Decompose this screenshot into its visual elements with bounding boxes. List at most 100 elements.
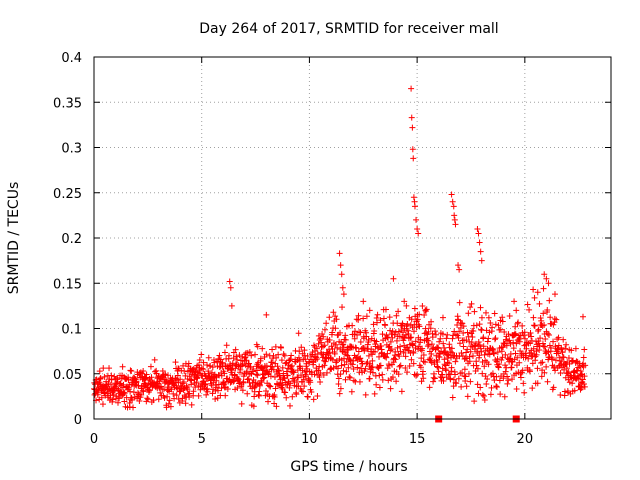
data-point	[542, 350, 549, 357]
data-point	[350, 365, 357, 372]
data-point	[371, 327, 378, 334]
data-point	[182, 400, 189, 407]
data-point	[502, 362, 509, 369]
data-point	[415, 230, 422, 237]
data-point	[333, 316, 340, 323]
data-point	[582, 362, 589, 369]
data-point	[125, 377, 132, 384]
data-point	[403, 302, 410, 309]
data-point	[485, 335, 492, 342]
data-point	[212, 396, 219, 403]
data-point	[421, 311, 428, 318]
data-point	[558, 358, 565, 365]
data-point	[279, 364, 286, 371]
data-point	[337, 385, 344, 392]
data-point	[243, 357, 250, 364]
data-point	[380, 315, 387, 322]
data-point	[234, 385, 241, 392]
data-point	[550, 338, 557, 345]
data-point	[491, 336, 498, 343]
data-point	[387, 385, 394, 392]
data-point	[159, 368, 166, 375]
data-point	[462, 373, 469, 380]
data-point	[120, 389, 127, 396]
data-point	[279, 385, 286, 392]
data-point	[378, 342, 385, 349]
data-point	[392, 356, 399, 363]
data-point	[224, 385, 231, 392]
data-point	[366, 307, 373, 314]
data-point	[395, 371, 402, 378]
data-point	[565, 354, 572, 361]
data-point	[494, 349, 501, 356]
data-point	[179, 380, 186, 387]
data-point	[408, 316, 415, 323]
y-tick-label: 0.05	[53, 368, 82, 383]
data-point	[151, 356, 158, 363]
data-point	[521, 342, 528, 349]
data-point	[397, 362, 404, 369]
data-point	[469, 334, 476, 341]
data-point	[265, 382, 272, 389]
data-point	[531, 322, 538, 329]
data-point	[563, 341, 570, 348]
data-point	[221, 379, 228, 386]
data-point	[286, 384, 293, 391]
data-point	[410, 194, 417, 201]
data-point	[332, 325, 339, 332]
data-point	[127, 388, 134, 395]
data-point	[100, 365, 107, 372]
data-point	[358, 369, 365, 376]
data-point	[536, 342, 543, 349]
data-point	[576, 362, 583, 369]
data-point	[509, 376, 516, 383]
data-point	[280, 370, 287, 377]
data-point	[463, 349, 470, 356]
data-point	[216, 352, 223, 359]
data-point	[93, 376, 100, 383]
data-point	[140, 388, 147, 395]
data-point	[418, 355, 425, 362]
data-point	[453, 380, 460, 387]
data-point	[365, 352, 372, 359]
data-point	[409, 146, 416, 153]
data-point	[320, 333, 327, 340]
data-point	[428, 318, 435, 325]
data-point	[579, 313, 586, 320]
data-point	[454, 322, 461, 329]
data-point	[436, 338, 443, 345]
data-point	[523, 345, 530, 352]
data-point	[310, 396, 317, 403]
data-point	[342, 376, 349, 383]
data-point	[200, 359, 207, 366]
data-point	[347, 374, 354, 381]
data-point	[516, 338, 523, 345]
data-point	[476, 239, 483, 246]
data-point	[408, 114, 415, 121]
data-point	[238, 400, 245, 407]
x-axis-label: GPS time / hours	[290, 459, 407, 475]
data-point	[269, 346, 276, 353]
data-point	[218, 385, 225, 392]
chart-title: Day 264 of 2017, SRMTID for receiver mal…	[199, 21, 498, 37]
data-point	[484, 376, 491, 383]
data-point	[353, 345, 360, 352]
data-point	[373, 338, 380, 345]
data-point	[340, 291, 347, 298]
data-point	[226, 278, 233, 285]
data-point	[539, 340, 546, 347]
data-point	[449, 198, 456, 205]
data-point	[288, 352, 295, 359]
data-point	[515, 319, 522, 326]
data-point	[275, 367, 282, 374]
data-point	[387, 327, 394, 334]
data-point	[542, 335, 549, 342]
data-point	[384, 350, 391, 357]
data-point	[480, 393, 487, 400]
data-point	[491, 310, 498, 317]
data-point	[461, 366, 468, 373]
data-point	[170, 390, 177, 397]
data-point	[204, 388, 211, 395]
data-point	[505, 331, 512, 338]
data-point	[194, 374, 201, 381]
